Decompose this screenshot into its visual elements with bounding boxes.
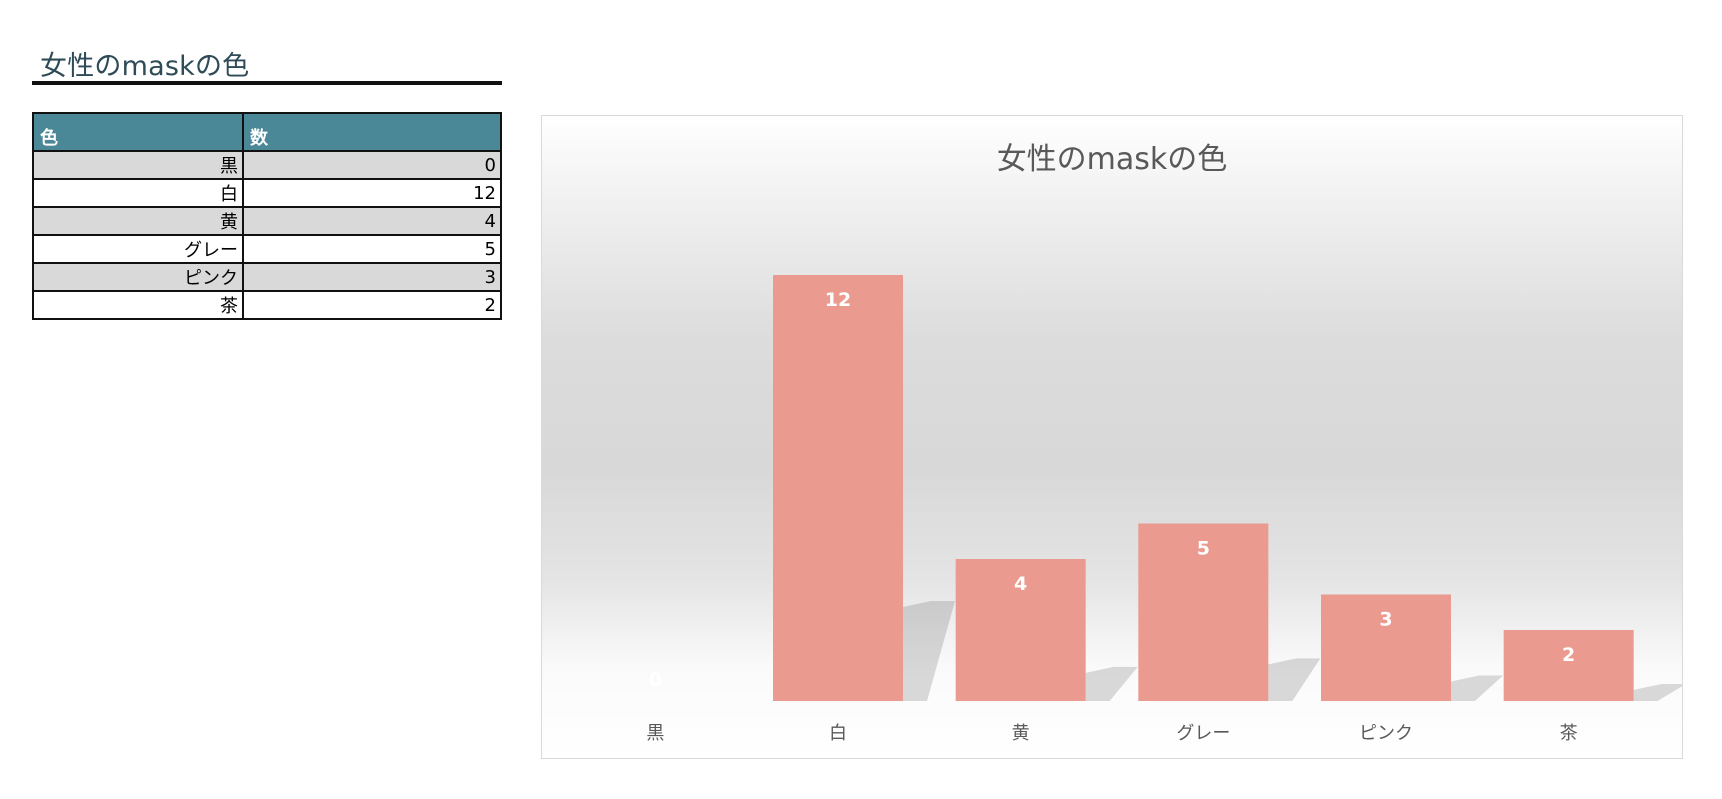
title-underline — [32, 81, 502, 85]
table-row: 白 12 — [32, 178, 502, 208]
data-label: 2 — [1562, 644, 1575, 666]
bar-shadow — [1451, 675, 1503, 701]
bar[interactable] — [773, 275, 903, 701]
bar[interactable] — [1138, 523, 1269, 702]
bar[interactable] — [1321, 594, 1451, 702]
table-row: 黄 4 — [32, 206, 502, 236]
data-label: 0 — [649, 669, 662, 691]
x-tick-label: グレー — [1176, 723, 1230, 744]
chart-area[interactable]: 女性のmaskの色 0 黒 12 白 4 黄 5 グレー 3 ピンク 2 茶 — [541, 115, 1683, 759]
cell-count-value[interactable]: 2 — [242, 290, 502, 320]
x-tick-label: 茶 — [1560, 723, 1578, 744]
data-table: 色 数 黒 0 白 12 黄 4 グレー 5 ピンク 3 茶 2 — [32, 112, 502, 320]
x-tick-label: 黄 — [1012, 723, 1030, 744]
table-row: 茶 2 — [32, 290, 502, 320]
cell-color-label[interactable]: ピンク — [32, 262, 244, 292]
bar-shadow — [1268, 658, 1321, 701]
cell-color-label[interactable]: 茶 — [32, 290, 244, 320]
table-row: グレー 5 — [32, 234, 502, 264]
x-tick-label: ピンク — [1359, 723, 1413, 744]
cell-count-value[interactable]: 12 — [242, 178, 502, 208]
data-label: 12 — [825, 289, 851, 311]
cell-count-value[interactable]: 3 — [242, 262, 502, 292]
column-header-color[interactable]: 色 — [32, 112, 244, 152]
cell-color-label[interactable]: 黄 — [32, 206, 244, 236]
bar-chart: 女性のmaskの色 0 黒 12 白 4 黄 5 グレー 3 ピンク 2 茶 — [646, 142, 1682, 744]
table-row: ピンク 3 — [32, 262, 502, 292]
table-header-row: 色 数 — [32, 112, 502, 152]
bar-shadow — [903, 601, 955, 701]
data-label: 5 — [1197, 538, 1210, 560]
cell-count-value[interactable]: 0 — [242, 150, 502, 180]
bar[interactable] — [1503, 630, 1634, 701]
column-header-count[interactable]: 数 — [242, 112, 502, 152]
data-label: 4 — [1014, 573, 1027, 595]
bar-shadow — [1633, 683, 1682, 701]
cell-color-label[interactable]: 白 — [32, 178, 244, 208]
cell-count-value[interactable]: 4 — [242, 206, 502, 236]
bar[interactable] — [955, 559, 1086, 701]
cell-count-value[interactable]: 5 — [242, 234, 502, 264]
bar-shadow — [1085, 666, 1138, 701]
sheet-title: 女性のmaskの色 — [40, 51, 250, 82]
x-tick-label: 黒 — [646, 723, 664, 744]
chart-title: 女性のmaskの色 — [997, 142, 1228, 177]
data-label: 3 — [1379, 609, 1392, 631]
table-row: 黒 0 — [32, 150, 502, 180]
cell-color-label[interactable]: 黒 — [32, 150, 244, 180]
x-tick-label: 白 — [829, 723, 847, 744]
cell-color-label[interactable]: グレー — [32, 234, 244, 264]
